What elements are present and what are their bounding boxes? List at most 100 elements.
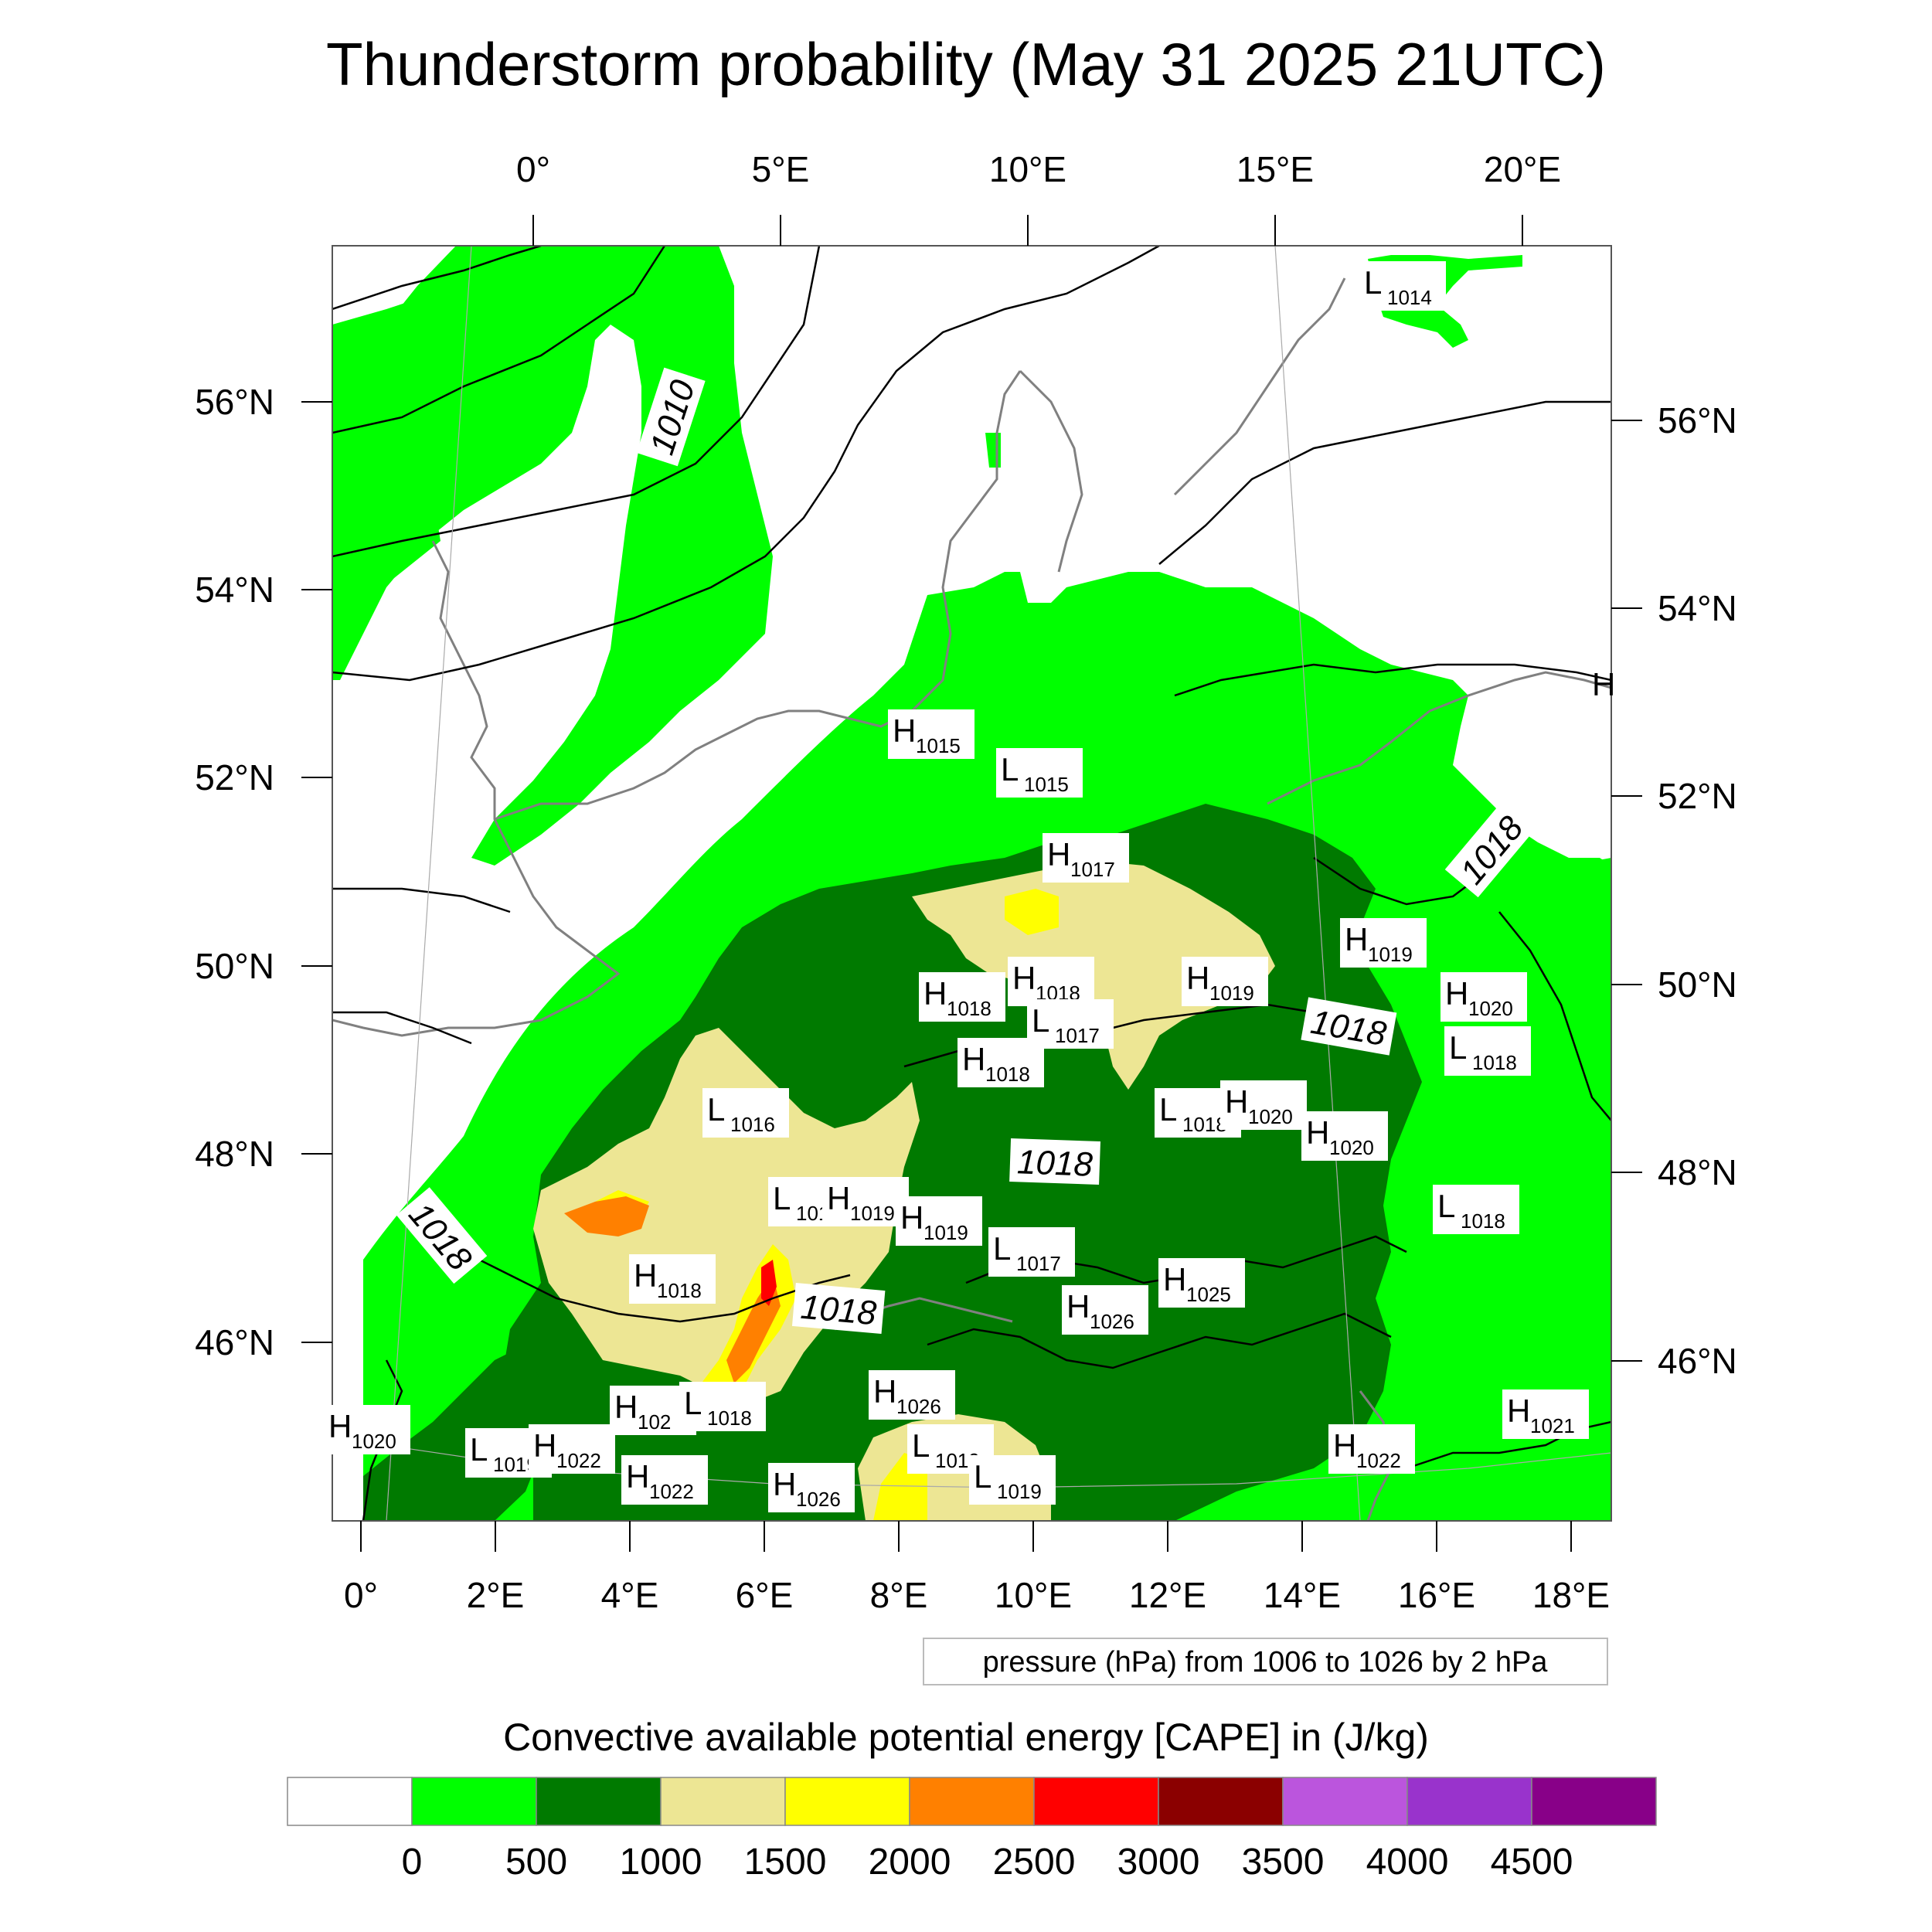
high-pressure-label: H 1019 (822, 1177, 909, 1226)
pressure-center-type: L (1001, 751, 1019, 787)
chart-title: Thunderstorm probability (May 31 2025 21… (326, 30, 1606, 98)
legend-tick-label: 2500 (993, 1842, 1076, 1883)
high-pressure-label: H 1026 (768, 1463, 855, 1512)
pressure-center-value: 1019 (1209, 981, 1254, 1005)
pressure-center-value: 1018 (1182, 1113, 1227, 1136)
top-lon-label: 10°E (989, 149, 1066, 189)
pressure-center-type: L (684, 1385, 702, 1421)
left-lat-label: 54°N (195, 570, 274, 610)
cape-field-2500-3000 (761, 1260, 777, 1306)
bottom-lon-label: 10°E (995, 1575, 1072, 1615)
high-pressure-label: H 1022 (1328, 1424, 1415, 1474)
pressure-center-value: 1015 (916, 734, 961, 757)
pressure-center-type: L (974, 1458, 992, 1495)
pressure-center-value: 1018 (657, 1279, 702, 1302)
high-pressure-label: H 1022 (621, 1455, 708, 1505)
pressure-center-value: 1018 (1472, 1051, 1517, 1074)
pressure-center-type: H (923, 975, 947, 1012)
pressure-center-value: 1015 (1024, 773, 1069, 796)
pressure-center-type: H (1333, 1427, 1356, 1464)
cape-field-2000-2500 (564, 1196, 649, 1236)
right-lat-label: 50°N (1658, 964, 1737, 1005)
legend-tick-label: 4000 (1366, 1842, 1449, 1883)
pressure-center-type: L (1449, 1029, 1467, 1066)
pressure-center-type: H (827, 1180, 850, 1216)
pressure-center-type: H (893, 713, 916, 749)
pressure-center-type: H (1186, 960, 1209, 996)
left-axis-ticks (301, 401, 332, 1343)
legend-tick-label: 3500 (1242, 1842, 1325, 1883)
pressure-center-type: L (993, 1230, 1011, 1267)
high-pressure-label: H 1026 (1062, 1285, 1148, 1335)
pressure-center-value: 1021 (1530, 1414, 1575, 1437)
pressure-center-type: H (873, 1373, 896, 1410)
high-pressure-label: H 1019 (1182, 957, 1268, 1006)
bottom-axis-labels: 0° 2°E 4°E 6°E 8°E 10°E 12°E 14°E 16°E 18°E (344, 1575, 1610, 1615)
legend-title: Convective available potential energy [C… (503, 1716, 1429, 1759)
pressure-center-value: 1026 (796, 1488, 841, 1511)
bottom-lon-label: 8°E (870, 1575, 928, 1615)
bottom-lon-label: 12°E (1129, 1575, 1206, 1615)
isobar-label: 1018 (791, 1283, 886, 1334)
pressure-center-type: H (614, 1389, 638, 1425)
left-lat-label: 50°N (195, 946, 274, 986)
pressure-center-value: 1019 (923, 1221, 968, 1244)
map-area (332, 246, 1611, 1521)
legend-color-box (1406, 1777, 1532, 1826)
pressure-center-value: 1025 (1186, 1283, 1231, 1306)
left-lat-label: 48°N (195, 1134, 274, 1174)
isobar-label-text: 1018 (1016, 1143, 1094, 1183)
high-pressure-label: H 1020 (1301, 1111, 1388, 1161)
pressure-center-value: 1019 (997, 1480, 1042, 1503)
pressure-center-value: 1026 (1090, 1310, 1134, 1333)
pressure-center-value: 1020 (1329, 1136, 1374, 1159)
top-lon-label: 15°E (1236, 149, 1314, 189)
isobar-label-text: 1018 (799, 1288, 878, 1332)
pressure-center-value: 1026 (896, 1395, 941, 1418)
high-pressure-label: H 1017 (1043, 833, 1129, 883)
map-frame (332, 245, 1612, 1522)
pressure-note-box (923, 1638, 1608, 1685)
pressure-center-type: L (1032, 1002, 1049, 1039)
cape-field-denmark-speck (985, 433, 1001, 468)
left-lat-label: 56°N (195, 382, 274, 422)
high-pressure-label: H 1025 (1158, 1258, 1245, 1308)
top-lon-label: 0° (516, 149, 550, 189)
pressure-center-type: L (707, 1091, 725, 1128)
bottom-axis-ticks (360, 1521, 1572, 1552)
legend-tick-labels: 0 500 1000 1500 2000 2500 3000 3500 4000 4500 (402, 1842, 1573, 1883)
pressure-center-value: 1022 (1356, 1449, 1401, 1472)
pressure-center-type: H (1445, 975, 1468, 1012)
bottom-lon-label: 4°E (601, 1575, 659, 1615)
low-pressure-label: L 1019 (907, 1424, 994, 1474)
high-pressure-label: H 1020 (1440, 972, 1527, 1022)
high-pressure-label: H 1015 (888, 709, 975, 759)
low-pressure-label: L 1018 (1433, 1185, 1519, 1234)
pressure-center-type: H (1507, 1393, 1530, 1429)
pressure-center-type: H (1066, 1288, 1090, 1325)
pressure-center-type: H (328, 1408, 352, 1444)
left-lat-label: 52°N (195, 757, 274, 798)
pressure-center-value: 1020 (352, 1430, 396, 1453)
high-pressure-label: H 1019 (896, 1196, 982, 1246)
pressure-center-value: 1019 (1368, 943, 1413, 966)
pressure-center-value: 1016 (730, 1113, 775, 1136)
right-axis-ticks (1611, 420, 1642, 1362)
top-lon-label: 5°E (752, 149, 810, 189)
low-pressure-label: L 1016 (702, 1088, 789, 1138)
left-axis-labels: 56°N 54°N 52°N 50°N 48°N 46°N (195, 382, 274, 1362)
pressure-center-value: 1020 (1468, 997, 1513, 1020)
low-pressure-label: L 1019 (969, 1455, 1056, 1505)
left-lat-label: 46°N (195, 1322, 274, 1362)
pressure-center-type: H (962, 1041, 985, 1077)
bottom-lon-label: 18°E (1532, 1575, 1610, 1615)
high-pressure-label: H 1021 (1502, 1389, 1589, 1439)
legend-color-box (536, 1777, 662, 1826)
pressure-center-type: H (1047, 836, 1070, 872)
legend-color-bar (287, 1777, 1657, 1826)
high-pressure-label: H (1592, 666, 1615, 702)
right-lat-label: 54°N (1658, 588, 1737, 628)
pressure-center-value: 1017 (1055, 1024, 1100, 1047)
legend-color-box (1158, 1777, 1284, 1826)
